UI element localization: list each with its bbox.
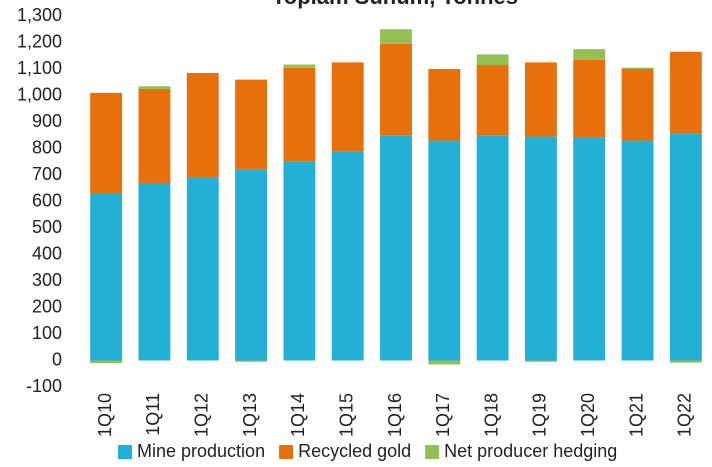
bar-segment [524, 360, 557, 362]
bar-segment [90, 360, 123, 364]
y-tick-label: 600 [32, 190, 62, 210]
bar-segment [476, 135, 509, 361]
y-tick-label: 800 [32, 137, 62, 157]
y-tick-label: 0 [52, 349, 62, 369]
bar-segment [621, 67, 654, 69]
bar-segment [524, 62, 557, 137]
bar-segment [283, 67, 316, 162]
bar-segment [235, 169, 268, 361]
legend-label: Mine production [137, 441, 265, 461]
legend-swatch [425, 445, 440, 459]
y-tick-label: 1,200 [17, 31, 62, 51]
bar-segment [90, 92, 123, 194]
y-tick-label: 700 [32, 164, 62, 184]
bar-segment [331, 151, 364, 361]
x-tick-label: 1Q16 [385, 393, 405, 437]
bar-segment [380, 29, 412, 44]
x-tick-label: 1Q15 [336, 393, 356, 437]
bar-segment [331, 62, 364, 152]
x-tick-label: 1Q14 [288, 393, 308, 437]
bar-segment [669, 51, 702, 134]
y-tick-label: 400 [32, 243, 62, 263]
bar-segment [621, 69, 654, 141]
y-tick-label: 1,100 [17, 58, 62, 78]
x-tick-label: 1Q20 [578, 393, 598, 437]
bar-segment [138, 86, 171, 89]
x-tick-label: 1Q22 [675, 393, 695, 437]
bar-segment [380, 135, 412, 361]
bar-segment [573, 137, 606, 361]
bar-segment [428, 69, 461, 141]
bar-segment [138, 88, 171, 183]
y-tick-label: 100 [32, 323, 62, 343]
bar-segment [380, 43, 412, 136]
legend-label: Recycled gold [298, 441, 411, 461]
x-tick-label: 1Q18 [481, 393, 501, 437]
bar-segment [283, 161, 316, 361]
bar-segment [476, 54, 509, 66]
chart-title: Toplam Sunum, Tonnes [272, 0, 518, 9]
x-tick-label: 1Q13 [240, 393, 260, 437]
legend-label: Net producer hedging [444, 441, 617, 461]
x-tick-label: 1Q19 [530, 393, 550, 437]
legend-swatch [118, 445, 132, 459]
bar-segment [428, 360, 461, 365]
y-tick-label: -100 [26, 376, 62, 396]
y-tick-label: 1,000 [17, 84, 62, 104]
x-tick-label: 1Q12 [192, 393, 212, 437]
bar-segment [428, 140, 461, 361]
bar-segment [235, 360, 268, 362]
bar-segment [573, 49, 606, 60]
x-tick-label: 1Q11 [143, 393, 163, 436]
x-tick-label: 1Q21 [626, 393, 646, 437]
bar-segment [283, 64, 316, 68]
x-tick-label: 1Q10 [95, 393, 115, 437]
bar-segment [138, 182, 171, 361]
legend-swatch [279, 445, 294, 459]
bar-segment [524, 136, 557, 361]
x-tick-label: 1Q17 [433, 393, 453, 437]
bar-segment [669, 133, 702, 361]
bar-segment [186, 72, 219, 178]
bar-segment [186, 177, 219, 361]
bar-segment [90, 193, 123, 361]
y-tick-label: 500 [32, 217, 62, 237]
bar-segment [235, 79, 268, 170]
bar-segment [669, 360, 702, 363]
y-tick-label: 200 [32, 296, 62, 316]
y-tick-label: 900 [32, 111, 62, 131]
y-tick-label: 300 [32, 270, 62, 290]
bar-segment [573, 59, 606, 138]
y-tick-label: 1,300 [17, 5, 62, 25]
bar-segment [476, 65, 509, 136]
bar-segment [621, 140, 654, 361]
